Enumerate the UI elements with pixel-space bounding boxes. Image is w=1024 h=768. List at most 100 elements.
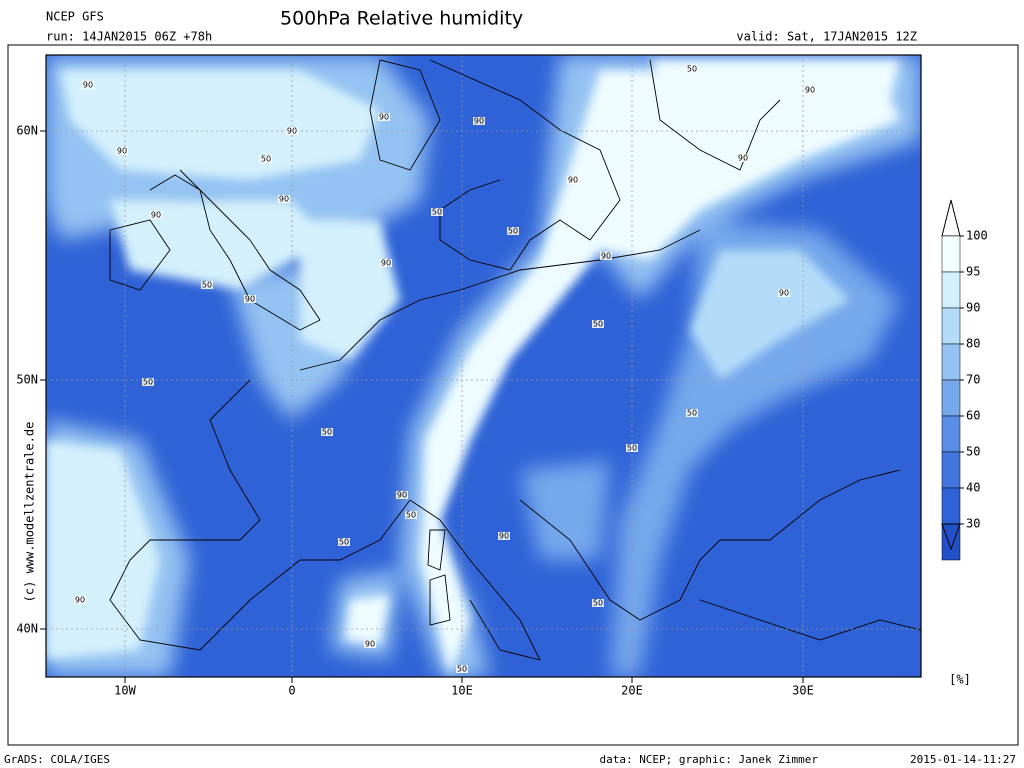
contour-label-bg [456,665,468,673]
contour-label: 50 [261,155,271,164]
contour-label: 90 [601,252,611,261]
colorbar-tick-label: 30 [966,517,980,531]
copyright: (c) www.modellzentrale.de [23,422,37,603]
colorbar-tick-label: 70 [966,373,980,387]
colorbar-segment [941,307,961,345]
contour-label: 90 [779,289,789,298]
contour-label: 90 [568,176,578,185]
contour-label: 90 [245,295,255,304]
colorbar-segment [941,235,961,273]
contour-label: 90 [365,640,375,649]
contour-label-bg [378,113,390,121]
contour-label-bg [405,511,417,519]
contour-label: 50 [593,320,603,329]
colorbar-tick-label: 100 [966,229,988,243]
colorbar-tick-label: 50 [966,445,980,459]
map-frame [45,54,922,678]
lon-tick-label: 30E [792,684,814,698]
colorbar-segment [941,415,961,453]
contour-label: 90 [397,491,407,500]
contour-label-bg [142,378,154,386]
contour-label-bg [592,599,604,607]
contour-label: 50 [508,227,518,236]
contour-label: 90 [381,259,391,268]
contour-label: 50 [432,208,442,217]
contour-label: 50 [687,65,697,74]
contour-label: 90 [379,113,389,122]
contour-label-bg [244,295,256,303]
colorbar-tick-label: 95 [966,265,980,279]
contour-label: 50 [339,538,349,547]
contour-label: 50 [406,511,416,520]
colorbar-tick-label: 60 [966,409,980,423]
contour-label-bg [150,211,162,219]
contour-label-bg [567,176,579,184]
contour-label-bg [286,127,298,135]
contour-label: 50 [202,281,212,290]
colorbar-unit: [%] [949,673,971,687]
software-credit: GrADS: COLA/IGES [4,753,110,766]
humidity-field: 90 90 90 50 90 90 90 90 50 50 90 90 50 90 90 50 90 90 90 50… [46,55,921,677]
contour-label-bg [431,208,443,216]
colorbar-top-arrow [941,199,961,237]
contour-label-bg [260,155,272,163]
contour-label-bg [804,86,816,94]
colorbar-segment [941,379,961,417]
timestamp: 2015-01-14-11:27 [910,753,1016,766]
contour-label-bg [321,428,333,436]
contour-label-bg [116,147,128,155]
data-credit: data: NCEP; graphic: Janek Zimmer [599,753,818,766]
contour-label: 90 [805,86,815,95]
colorbar-tick-label: 90 [966,301,980,315]
contour-label: 90 [75,596,85,605]
contour-label: 50 [322,428,332,437]
lon-tick-label: 10E [451,684,473,698]
lat-tick-label: 40N [16,622,38,636]
lat-tick-label: 50N [16,373,38,387]
contour-label-bg [380,259,392,267]
colorbar-segment [941,271,961,309]
contour-label-bg [686,65,698,73]
map-title: 500hPa Relative humidity [280,8,523,30]
contour-label: 90 [83,81,93,90]
contour-label: 90 [738,154,748,163]
lon-tick-label: 0 [288,684,295,698]
contour-label-bg [82,81,94,89]
contour-label: 90 [474,117,484,126]
contour-label: 90 [151,211,161,220]
contour-label-bg [778,289,790,297]
contour-label-bg [74,596,86,604]
coastlines [109,59,921,661]
contour-label-bg [626,444,638,452]
graticule [46,55,921,677]
contour-label-bg [338,538,350,546]
outer-frame [7,44,1019,746]
contour-label-bg [737,154,749,162]
contour-label-bg [592,320,604,328]
contour-label-bg [507,227,519,235]
contour-label-bg [498,532,510,540]
contour-label-bg [201,281,213,289]
colorbar-tick-label: 40 [966,481,980,495]
colorbar-segment [941,487,961,525]
contour-label: 50 [627,444,637,453]
valid-time: valid: Sat, 17JAN2015 12Z [736,30,917,44]
contour-label-bg [278,195,290,203]
run-info: run: 14JAN2015 06Z +78h [46,30,212,44]
lon-tick-label: 20E [621,684,643,698]
contour-label-bg [396,491,408,499]
contour-label: 90 [117,147,127,156]
model-name: NCEP GFS [46,10,104,24]
colorbar-tick-label: 80 [966,337,980,351]
contour-label: 50 [457,665,467,674]
lat-tick-label: 60N [16,124,38,138]
contour-label: 90 [287,127,297,136]
contour-label-bg [364,640,376,648]
contour-label-bg [473,117,485,125]
contour-label: 90 [499,532,509,541]
contour-label: 90 [279,195,289,204]
contour-label: 50 [143,378,153,387]
contour-label: 50 [593,599,603,608]
colorbar-segment [941,451,961,489]
